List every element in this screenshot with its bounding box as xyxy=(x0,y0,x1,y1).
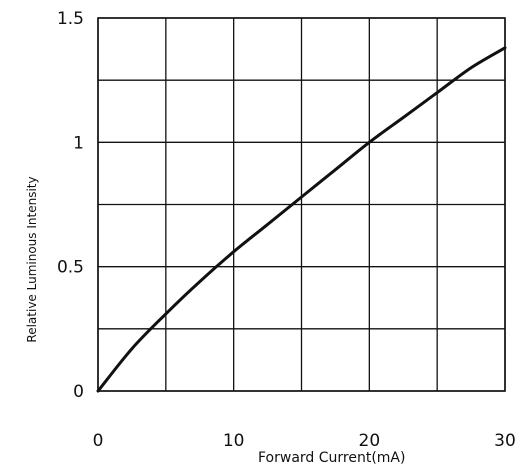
y-axis-label: Relative Luminous Intensity xyxy=(25,176,39,342)
y-tick-label: 1.5 xyxy=(57,9,84,29)
x-tick-label: 20 xyxy=(359,431,381,451)
x-tick-label: 30 xyxy=(494,431,516,451)
series-layer xyxy=(96,46,507,393)
y-tick-label: 0 xyxy=(73,382,84,402)
y-tick-label: 1 xyxy=(73,133,84,153)
y-tick-labels: 0 0.5 1 1.5 xyxy=(57,9,84,402)
x-tick-label: 0 xyxy=(93,431,104,451)
grid xyxy=(97,17,506,392)
y-tick-label: 0.5 xyxy=(57,258,84,278)
x-tick-labels: 0 10 20 30 xyxy=(93,431,516,451)
x-tick-label: 10 xyxy=(223,431,245,451)
x-axis-label: Forward Current(mA) xyxy=(258,450,405,466)
series-line-0 xyxy=(96,46,507,393)
plot-frame xyxy=(97,17,506,392)
